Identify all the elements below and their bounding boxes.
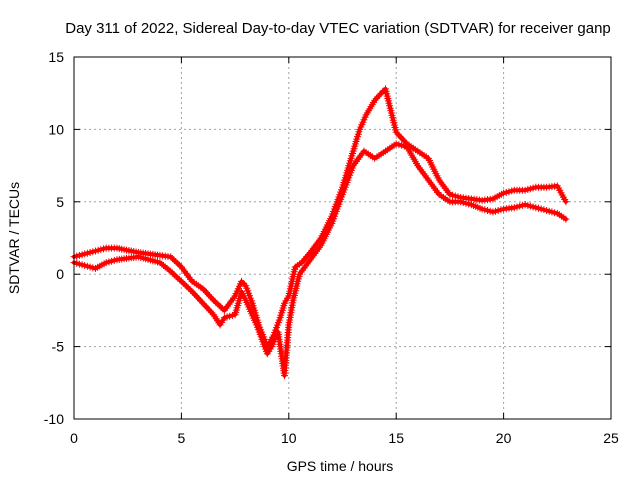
data-point-marker <box>179 279 187 287</box>
data-point-marker <box>156 259 164 267</box>
data-point-marker <box>165 266 173 274</box>
y-axis-label: SDTVAR / TECUs <box>6 182 22 294</box>
data-point-marker <box>163 264 171 272</box>
grid-layer <box>74 57 611 419</box>
data-point-marker <box>213 300 221 308</box>
x-tick-label: 10 <box>281 430 297 446</box>
y-tick-label: 15 <box>48 49 64 65</box>
data-point-marker <box>176 276 184 284</box>
data-point-marker <box>172 258 180 266</box>
data-layer <box>70 85 570 380</box>
data-point-marker <box>170 256 178 264</box>
series-trace <box>72 86 568 349</box>
data-point-marker <box>562 198 570 206</box>
x-axis-label: GPS time / hours <box>287 458 394 474</box>
y-tick-label: -5 <box>52 339 65 355</box>
data-point-marker <box>177 277 185 285</box>
data-point-marker <box>174 260 182 268</box>
data-point-marker <box>211 298 219 306</box>
y-tick-label: -10 <box>44 411 64 427</box>
tick-layer: 0 5 10 15 20 25 -10 -5 0 5 10 15 <box>44 49 619 446</box>
chart-title: Day 311 of 2022, Sidereal Day-to-day VTE… <box>65 20 611 37</box>
data-point-marker <box>168 269 176 277</box>
data-point-marker <box>562 215 570 223</box>
y-tick-label: 0 <box>56 266 64 282</box>
data-point-marker <box>160 262 167 269</box>
x-tick-label: 5 <box>178 430 186 446</box>
y-tick-label: 5 <box>56 194 64 210</box>
x-tick-label: 15 <box>388 430 404 446</box>
data-point-marker <box>172 272 180 280</box>
data-point-marker <box>217 303 225 311</box>
data-point-marker <box>176 261 184 269</box>
data-point-marker <box>181 281 189 289</box>
data-point-marker <box>168 255 176 262</box>
plot-frame <box>73 56 612 420</box>
x-tick-label: 25 <box>603 430 619 446</box>
data-point-marker <box>174 274 182 282</box>
data-point-marker <box>371 96 379 104</box>
data-point-marker <box>372 95 380 103</box>
data-point-marker <box>376 91 384 99</box>
data-point-marker <box>215 301 223 309</box>
data-point-marker <box>167 267 175 275</box>
data-point-marker <box>167 253 175 261</box>
data-point-marker <box>183 283 191 290</box>
y-tick-label: 10 <box>48 121 64 137</box>
data-point-marker <box>158 260 166 268</box>
x-tick-label: 20 <box>496 430 512 446</box>
series-0 <box>70 85 570 351</box>
data-point-marker <box>161 263 169 271</box>
series-1 <box>70 140 570 380</box>
data-point-marker <box>374 93 382 101</box>
data-point-marker <box>185 284 193 292</box>
data-point-marker <box>170 271 178 279</box>
x-tick-label: 0 <box>70 430 78 446</box>
data-point-marker <box>210 296 218 304</box>
data-point-marker <box>186 286 194 294</box>
